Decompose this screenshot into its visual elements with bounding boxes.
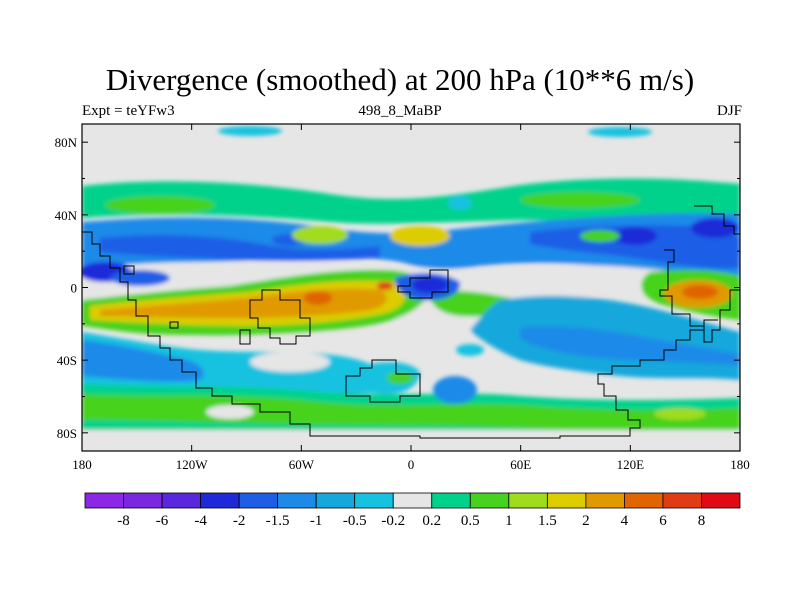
experiment-label: Expt = teYFw3 <box>82 103 175 119</box>
coastline <box>169 321 179 329</box>
convergence-patch <box>448 196 472 210</box>
convergence-core <box>82 340 204 382</box>
colorbar-swatch <box>662 492 702 509</box>
colorbar-label: 0.2 <box>422 513 441 529</box>
divergence-patch <box>292 226 348 244</box>
colorbar-swatch <box>546 492 587 509</box>
run-label: 498_8_MaBP <box>358 103 442 119</box>
colorbar-label: -1.5 <box>266 513 290 529</box>
lon-tick-label: 120E <box>617 457 645 472</box>
lat-tick-label: 80N <box>55 135 78 150</box>
divergence-peak <box>682 285 718 299</box>
colorbar-label: -0.2 <box>381 513 405 529</box>
neutral-zone <box>250 352 330 372</box>
coastline <box>694 205 740 235</box>
divergence-patch <box>105 196 215 214</box>
colorbar-label: 8 <box>698 513 706 529</box>
coastlines <box>82 205 740 439</box>
arctic-convergence-patch <box>588 127 652 137</box>
colorbar: -8 -6 -4 -2 -1.5 -1 -0.5 -0.2 0.2 0.5 1 1.5 2 4 6 8 <box>84 492 741 529</box>
colorbar-swatch <box>84 492 124 509</box>
colorbar-swatch <box>238 492 279 509</box>
lon-tick-label: 120W <box>176 457 209 472</box>
convergence-core <box>100 235 380 261</box>
colorbar-swatch <box>624 492 664 509</box>
neutral-zone <box>206 405 254 419</box>
colorbar-swatch <box>123 492 163 509</box>
divergence-peak <box>304 291 332 305</box>
northern-divergence-belt <box>82 178 740 224</box>
divergence-patch <box>390 226 450 246</box>
coastline <box>82 231 718 439</box>
southern-convergence-belt <box>82 332 400 404</box>
colorbar-label: 1.5 <box>538 513 557 529</box>
lat-tick-label: 80S <box>57 426 77 441</box>
coastline <box>249 289 311 345</box>
lon-tick-label: 0 <box>408 457 415 472</box>
strong-convergence <box>613 227 657 245</box>
coastline <box>123 265 135 275</box>
colorbar-swatch <box>431 492 471 509</box>
colorbar-swatch <box>277 492 317 509</box>
colorbar-label: -4 <box>194 513 207 529</box>
coastline <box>345 359 421 403</box>
arctic-convergence-patch <box>218 126 282 136</box>
colorbar-label: -0.5 <box>343 513 367 529</box>
colorbar-label: 6 <box>659 513 667 529</box>
lon-tick-label: 60W <box>289 457 315 472</box>
coastline <box>659 249 740 343</box>
divergence-peak <box>377 282 393 290</box>
divergence-core <box>82 394 740 432</box>
colorbar-label: -6 <box>156 513 169 529</box>
colorbar-swatch <box>315 492 356 509</box>
axis-ticks: 80N 40N 0 40S 80S 180 120W 60W 0 60E 120E 180 <box>55 124 750 472</box>
colorbar-swatch <box>354 492 394 509</box>
convergence-core <box>433 376 477 404</box>
coastline <box>239 329 251 345</box>
lon-tick-label: 180 <box>72 457 92 472</box>
colorbar-label: 2 <box>582 513 590 529</box>
convergence-core <box>110 270 170 286</box>
antarctic-neutral <box>82 430 740 451</box>
colorbar-swatch <box>508 492 548 509</box>
convergence-core <box>520 326 740 366</box>
colorbar-swatch <box>161 492 201 509</box>
colorbar-label: -8 <box>117 513 130 529</box>
colorbar-swatch <box>392 492 433 509</box>
convergence-patch <box>456 344 484 356</box>
south-atlantic-convergence <box>349 361 420 395</box>
divergence-field <box>82 124 740 451</box>
strong-convergence <box>691 218 739 238</box>
divergence-patch <box>580 230 620 242</box>
colorbar-label: -2 <box>233 513 246 529</box>
colorbar-label: -1 <box>310 513 323 529</box>
divergence-patch <box>386 372 414 384</box>
lat-tick-label: 40N <box>55 208 78 223</box>
colorbar-swatch <box>200 492 240 509</box>
tropical-convergence-core <box>412 277 448 293</box>
colorbar-label: 0.5 <box>461 513 480 529</box>
lat-tick-label: 0 <box>71 281 78 296</box>
plot-title: Divergence (smoothed) at 200 hPa (10**6 … <box>105 62 695 97</box>
divergence-patch <box>520 192 640 208</box>
colorbar-label: 1 <box>505 513 513 529</box>
season-label: DJF <box>716 103 742 119</box>
colorbar-swatch <box>585 492 625 509</box>
lon-tick-label: 180 <box>730 457 750 472</box>
colorbar-label: 4 <box>621 513 629 529</box>
divergence-patch <box>654 408 706 420</box>
lon-tick-label: 60E <box>510 457 531 472</box>
coastline <box>397 269 449 299</box>
colorbar-swatch <box>469 492 510 509</box>
lat-tick-label: 40S <box>57 353 77 368</box>
colorbar-swatch <box>701 492 741 509</box>
